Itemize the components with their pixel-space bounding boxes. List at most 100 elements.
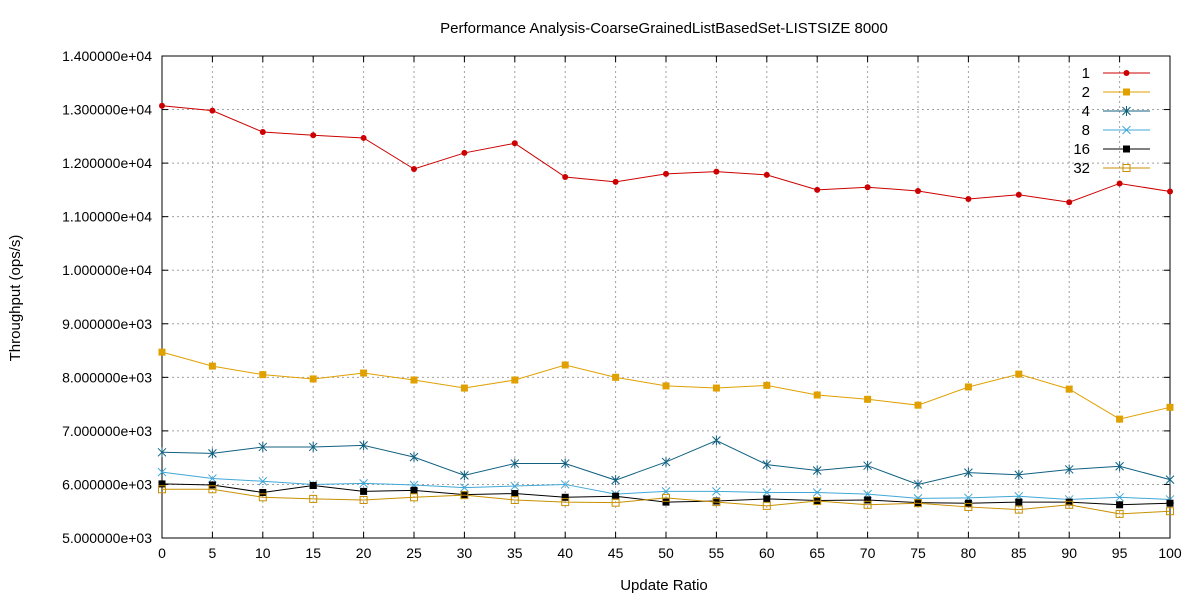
data-point [560,480,570,489]
y-tick-label: 1.000000e+04 [62,262,152,278]
data-point [964,383,972,391]
series-1 [159,102,1173,206]
legend-label: 16 [1073,141,1090,158]
data-point [1115,492,1124,502]
data-point [511,376,519,384]
series-layer [157,102,1175,518]
data-point [359,440,368,451]
data-point [460,491,469,500]
data-point [914,499,922,508]
x-tick-label: 10 [255,545,271,561]
data-point [460,384,468,392]
legend-entry: 32 [1073,160,1150,177]
data-point [964,467,973,478]
y-tick-label: 1.400000e+04 [62,48,152,64]
data-point [863,460,872,471]
x-tick-label: 55 [709,545,725,561]
data-point [1116,415,1124,423]
data-point [915,187,921,194]
data-point [814,186,821,193]
data-point [461,149,468,156]
legend-marker [1123,145,1130,153]
data-point [864,496,872,504]
data-point [259,488,267,496]
data-point [611,475,620,486]
data-point [159,102,165,109]
y-tick-label: 6.000000e+03 [62,476,152,492]
data-point [1115,461,1124,472]
data-point [913,479,923,490]
data-point [1116,180,1123,187]
legend-label: 2 [1082,84,1090,101]
x-tick-label: 25 [406,545,422,561]
data-point [158,480,166,488]
data-point [360,369,368,377]
data-point [662,498,670,506]
x-tick-label: 80 [961,545,977,561]
data-point [359,479,368,488]
data-point [763,171,770,178]
data-point [663,170,669,177]
x-tick-label: 95 [1112,545,1128,561]
legend-entry: 1 [1082,65,1150,82]
data-point [612,492,620,500]
data-point [1116,501,1124,509]
data-point [864,184,871,191]
x-tick-label: 40 [557,545,573,561]
legend-label: 32 [1073,160,1090,177]
data-point [1166,507,1174,516]
data-point [1066,199,1073,206]
data-point [1065,500,1074,509]
data-point [208,474,217,483]
data-point [360,487,368,495]
x-tick-label: 65 [809,545,825,561]
data-point [258,441,268,452]
y-tick-label: 7.000000e+03 [62,423,152,439]
legend-entry: 8 [1082,122,1150,139]
legend-marker [1122,106,1131,116]
data-point [208,485,217,494]
data-point [813,497,822,506]
data-point [209,107,216,114]
x-tick-label: 60 [759,545,775,561]
data-point [157,447,167,458]
data-point [1065,498,1073,506]
data-point [259,129,266,136]
x-tick-label: 20 [356,545,372,561]
data-point [259,371,267,379]
series-32 [158,485,1174,518]
data-point [208,362,216,370]
data-point [360,134,367,141]
data-point [1015,370,1023,378]
data-point [561,498,570,507]
y-tick-label: 9.000000e+03 [62,316,152,332]
legend-marker [1123,88,1130,96]
legend: 1 2 4 8 16 32 [1073,65,1150,177]
data-point [561,493,569,501]
x-tick-label: 45 [608,545,624,561]
y-tick-labels: 5.000000e+03 6.000000e+03 7.000000e+03 8.00… [62,48,152,546]
data-point [258,476,268,486]
legend-marker [1123,70,1130,76]
x-tick-label: 0 [158,545,166,561]
data-point [812,488,822,497]
y-tick-label: 1.100000e+04 [62,209,152,225]
data-point [1064,464,1074,475]
x-tick-label: 50 [658,545,674,561]
data-point [914,499,922,507]
data-point [510,481,520,491]
data-point [713,168,720,175]
x-tick-label: 90 [1061,545,1077,561]
data-point [662,382,670,390]
data-point [712,497,720,505]
data-point [560,458,570,469]
data-point [763,381,771,389]
data-point [510,495,519,504]
data-point [157,467,167,477]
data-point [511,490,519,498]
data-point [863,500,872,509]
data-point [309,482,317,490]
series-4 [157,435,1175,490]
